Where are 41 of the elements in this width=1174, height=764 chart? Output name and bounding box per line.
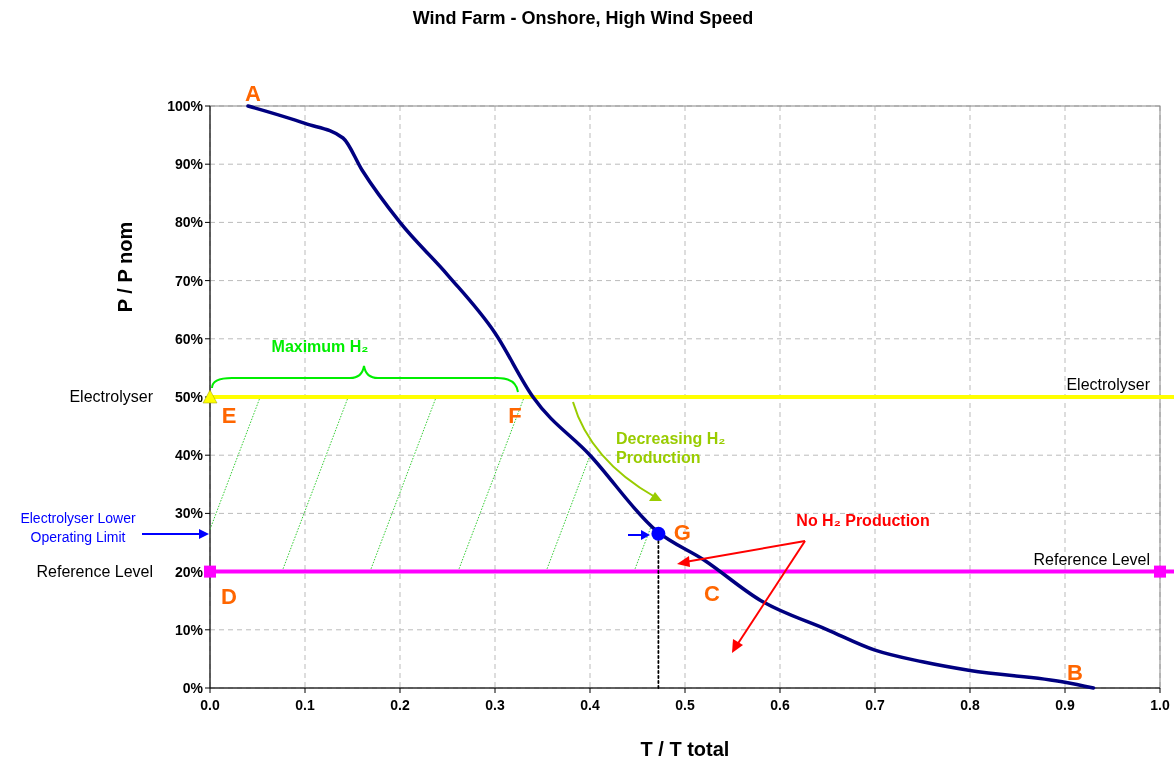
x-tick-label: 0.2 [390,697,410,713]
annotation: Maximum H₂ [271,338,369,355]
y-tick-label: 30% [174,505,204,522]
x-tick-label: 0.7 [865,697,885,713]
y-tick-label: 0% [182,680,204,696]
y-tick-label: 50% [174,389,204,405]
chart-title: Wind Farm - Onshore, High Wind Speed [412,8,754,28]
x-tick-label: 0.1 [295,697,315,713]
x-tick-label: 0.6 [770,697,790,713]
annotation: D [221,584,237,609]
x-axis-title: T / T total [640,738,730,760]
annotation: B [1067,660,1083,685]
x-tick-label: 0.3 [485,697,505,713]
y-tick-label: 90% [174,156,204,173]
x-tick-label: 0.4 [580,697,600,713]
y-axis-title: P / P nom [114,221,136,313]
y-tick-label: 100% [167,98,204,114]
x-tick-label: 0.8 [960,697,980,713]
point [202,389,218,404]
annotation: E [221,402,237,428]
y-tick-label: 60% [174,330,204,347]
annotation: No H₂ Production [796,512,930,529]
y-tick-label: 40% [174,447,204,464]
x-tick-label: 0.5 [675,697,695,713]
ref-line-label: Electrolyser [1066,376,1151,393]
annotation: F [508,402,522,428]
x-tick-label: 1.0 [1150,697,1170,713]
y-tick-label: 70% [174,272,204,289]
annotation: C [704,581,721,606]
y-tick-label: 80% [174,214,204,231]
x-tick-label: 0.9 [1055,697,1075,713]
y-tick-label: 10% [174,621,204,638]
text: Electrolyser [69,388,153,405]
text: Reference Level [36,562,153,580]
text: Electrolyser Lower Operating Limit [20,510,136,545]
point [204,565,216,578]
annotation: A [245,81,262,106]
ref-line-label: Reference Level [1033,550,1150,568]
x-tick-label: 0.0 [200,697,220,713]
y-tick-label: 20% [174,563,204,580]
point [1154,565,1166,578]
